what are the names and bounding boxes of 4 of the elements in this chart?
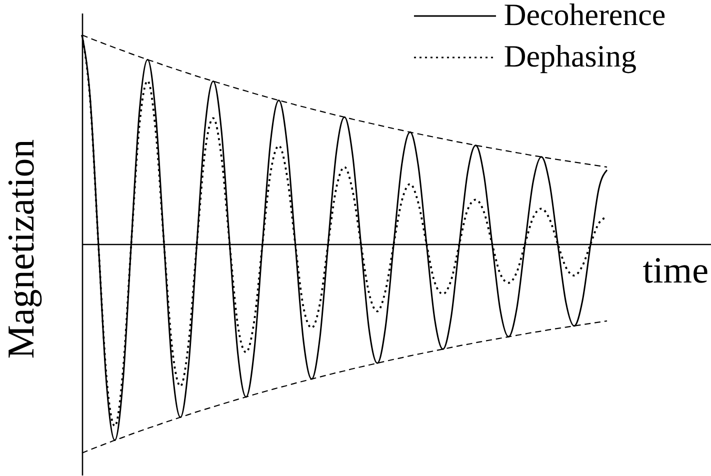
x-axis-title: time xyxy=(642,250,708,292)
y-axis-title: Magnetization xyxy=(0,139,42,359)
legend-label: Dephasing xyxy=(504,38,636,74)
legend-label: Decoherence xyxy=(504,0,666,32)
